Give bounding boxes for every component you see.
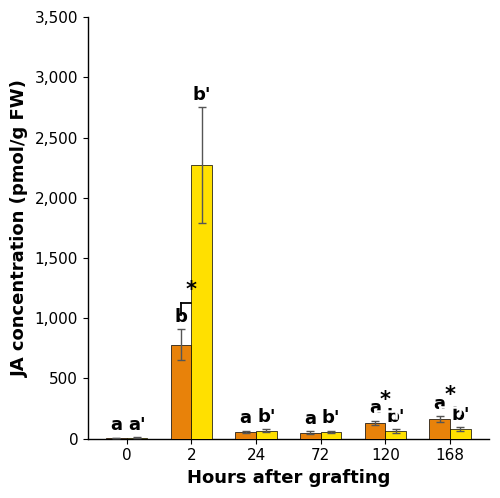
Text: b': b' — [451, 406, 469, 424]
Text: a: a — [434, 395, 446, 413]
Bar — [192, 165, 212, 439]
Text: a: a — [240, 409, 252, 427]
Text: b': b' — [192, 86, 211, 104]
Bar — [320, 432, 342, 439]
Bar — [127, 438, 148, 439]
Bar — [106, 438, 127, 439]
Text: a: a — [110, 416, 122, 434]
Y-axis label: JA concentration (pmol/g FW): JA concentration (pmol/g FW) — [11, 79, 29, 377]
Text: *: * — [380, 390, 391, 410]
Text: a': a' — [128, 416, 146, 434]
Bar — [256, 431, 277, 439]
Text: a: a — [369, 399, 381, 417]
Text: b: b — [174, 308, 188, 326]
Text: a: a — [304, 410, 316, 428]
Bar — [364, 423, 386, 439]
Text: b': b' — [322, 409, 340, 427]
Text: b': b' — [257, 408, 276, 426]
Text: b': b' — [386, 407, 405, 426]
Bar — [430, 419, 450, 439]
Bar — [450, 429, 470, 439]
X-axis label: Hours after grafting: Hours after grafting — [186, 469, 390, 487]
Bar — [171, 345, 192, 439]
Bar — [386, 431, 406, 439]
Text: *: * — [186, 280, 197, 300]
Text: *: * — [444, 385, 456, 405]
Bar — [300, 433, 320, 439]
Bar — [236, 432, 256, 439]
